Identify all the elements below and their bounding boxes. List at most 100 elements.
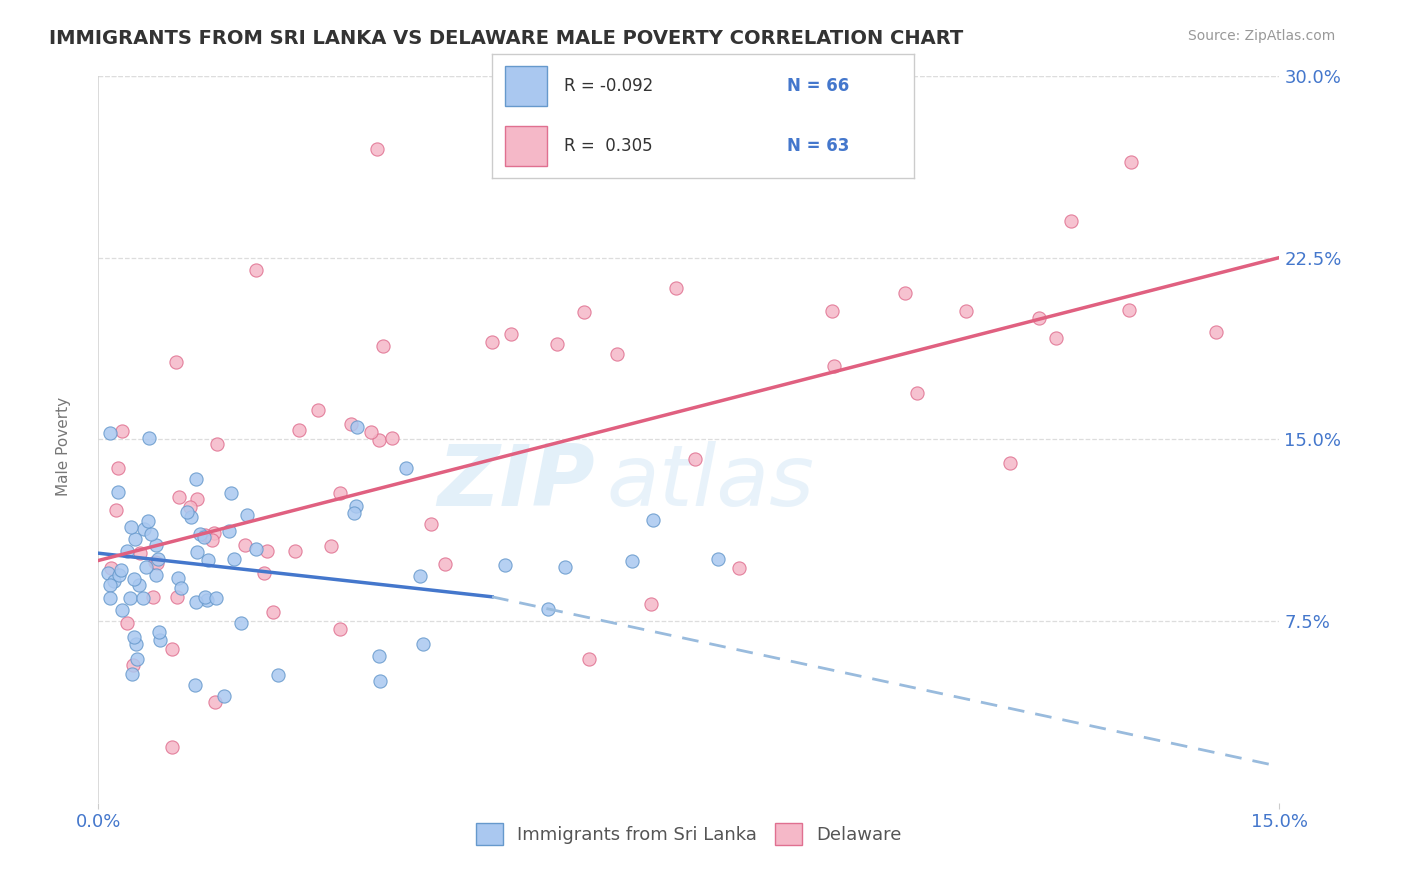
Point	[143, 555, 166, 569]
Text: N = 66: N = 66	[787, 77, 849, 95]
Point	[205, 437, 228, 451]
Point	[267, 667, 290, 681]
Point	[167, 491, 190, 505]
Point	[138, 431, 160, 445]
Point	[146, 557, 169, 571]
Point	[115, 616, 138, 631]
Point	[103, 574, 125, 589]
Text: IMMIGRANTS FROM SRI LANKA VS DELAWARE MALE POVERTY CORRELATION CHART: IMMIGRANTS FROM SRI LANKA VS DELAWARE MA…	[49, 29, 963, 47]
Point	[124, 532, 146, 546]
Point	[98, 591, 121, 605]
Point	[236, 508, 259, 523]
Point	[707, 552, 730, 566]
Point	[381, 431, 404, 445]
Point	[823, 359, 845, 374]
Point	[253, 566, 276, 581]
Point	[111, 424, 134, 438]
Point	[643, 513, 665, 527]
Point	[105, 503, 128, 517]
Point	[412, 637, 434, 651]
Point	[665, 281, 688, 295]
Point	[186, 491, 208, 506]
Point	[343, 506, 366, 520]
Point	[284, 544, 307, 558]
Point	[256, 544, 278, 558]
Point	[120, 591, 142, 605]
Point	[820, 304, 842, 318]
Point	[307, 403, 329, 417]
Point	[368, 649, 391, 664]
Point	[166, 355, 188, 369]
Point	[186, 472, 208, 486]
Point	[122, 630, 145, 644]
Text: R =  0.305: R = 0.305	[564, 137, 652, 155]
Point	[128, 578, 150, 592]
Point	[132, 522, 155, 536]
Point	[132, 591, 155, 605]
Point	[481, 335, 503, 350]
Point	[288, 423, 311, 437]
Point	[366, 141, 388, 155]
Point	[110, 563, 132, 577]
Point	[368, 673, 391, 688]
Point	[100, 578, 122, 592]
Point	[221, 486, 243, 500]
Point	[184, 677, 207, 691]
Point	[139, 527, 162, 541]
Point	[97, 566, 120, 580]
Point	[160, 641, 183, 656]
Point	[998, 457, 1021, 471]
Point	[1059, 214, 1081, 228]
FancyBboxPatch shape	[505, 126, 547, 166]
Point	[373, 339, 395, 353]
Point	[554, 560, 576, 574]
Point	[245, 541, 267, 556]
Point	[229, 616, 252, 631]
Point	[186, 544, 208, 558]
Point	[180, 509, 202, 524]
Point	[245, 262, 267, 277]
Point	[501, 327, 523, 342]
Point	[194, 591, 217, 605]
Point	[194, 527, 217, 541]
Point	[606, 347, 628, 361]
Point	[640, 597, 662, 611]
Point	[346, 419, 368, 434]
Point	[204, 591, 226, 605]
Point	[218, 524, 240, 539]
Point	[204, 695, 226, 709]
Text: ZIP: ZIP	[437, 442, 595, 524]
Point	[263, 605, 285, 619]
Point	[195, 593, 218, 607]
Point	[420, 517, 443, 532]
Point	[395, 460, 418, 475]
Point	[136, 514, 159, 528]
Point	[184, 595, 207, 609]
Point	[319, 540, 342, 554]
Point	[574, 305, 596, 319]
Text: N = 63: N = 63	[787, 137, 849, 155]
Point	[537, 602, 560, 616]
Point	[233, 538, 256, 552]
Point	[547, 336, 569, 351]
Point	[193, 530, 215, 544]
Point	[142, 590, 165, 604]
Point	[149, 632, 172, 647]
Point	[344, 499, 367, 513]
Point	[368, 434, 391, 448]
Point	[160, 740, 183, 755]
Point	[145, 567, 167, 582]
Point	[190, 527, 212, 541]
Point	[905, 385, 928, 400]
Point	[122, 572, 145, 586]
Point	[120, 520, 142, 534]
Point	[98, 426, 121, 441]
Point	[117, 544, 139, 558]
Point	[578, 651, 600, 665]
Point	[146, 552, 169, 566]
Point	[108, 568, 131, 582]
Point	[894, 286, 917, 301]
Point	[685, 451, 707, 466]
Point	[107, 461, 129, 475]
Point	[135, 560, 157, 574]
